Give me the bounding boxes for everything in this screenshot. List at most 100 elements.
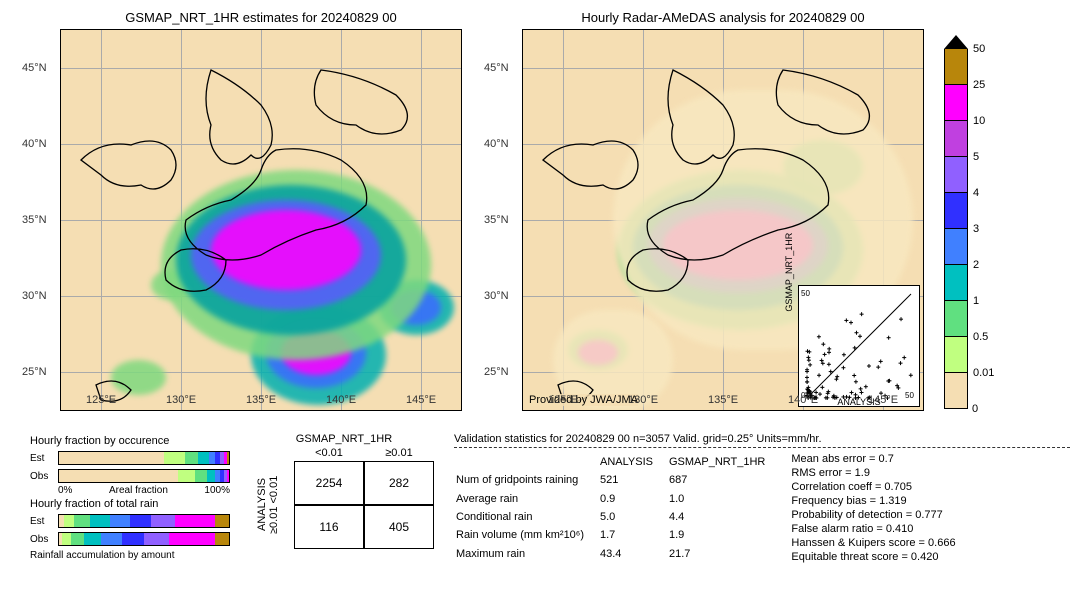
y-tick: 40°N: [22, 138, 47, 150]
fraction-segment: [185, 452, 199, 464]
stats-metrics: Mean abs error = 0.7RMS error = 1.9Corre…: [791, 452, 955, 564]
stat-row-b: 4.4: [669, 509, 779, 525]
occurrence-title: Hourly fraction by occurence: [30, 435, 230, 447]
fraction-segment: [90, 515, 110, 527]
y-tick: 45°N: [484, 62, 509, 74]
fraction-segment: [227, 470, 229, 482]
colorbar-segment: 3: [944, 229, 968, 265]
occurrence-est-bar: [58, 451, 230, 465]
fraction-segment: [59, 452, 164, 464]
stat-row-key: Average rain: [456, 491, 598, 507]
stat-row-a: 5.0: [600, 509, 667, 525]
left-map-box: [60, 29, 462, 411]
totalrain-footer: Rainfall accumulation by amount: [30, 550, 230, 561]
stat-row-key: Conditional rain: [456, 509, 598, 525]
xaxis-right: 100%: [204, 485, 230, 496]
colorbar-segment: 1: [944, 301, 968, 337]
right-map-title: Hourly Radar-AMeDAS analysis for 2024082…: [522, 10, 924, 25]
obs-label-2: Obs: [30, 534, 58, 545]
fraction-panel: Hourly fraction by occurence Est Obs 0% …: [30, 433, 230, 563]
fraction-segment: [110, 515, 130, 527]
stat-metric: Hanssen & Kuipers score = 0.666: [791, 536, 955, 550]
stat-metric: Mean abs error = 0.7: [791, 452, 955, 466]
x-tick: 130°E: [628, 394, 658, 406]
stat-row-key: Rain volume (mm km²10⁶): [456, 527, 598, 543]
totalrain-est-bar: [58, 514, 230, 528]
svg-text:50: 50: [801, 289, 810, 298]
fraction-segment: [215, 533, 229, 545]
colorbar-tick: 2: [973, 259, 979, 271]
y-tick: 25°N: [484, 366, 509, 378]
cont-col-1: ≥0.01: [364, 445, 434, 461]
cont-col-0: <0.01: [294, 445, 364, 461]
fraction-segment: [130, 515, 150, 527]
colorbar-segment: 2: [944, 265, 968, 301]
stat-row-key: Num of gridpoints raining: [456, 472, 598, 488]
colorbar-tick: 10: [973, 115, 985, 127]
map-credit: Provided by JWA/JMA: [529, 394, 638, 406]
colorbar: 502510543210.50.010: [944, 35, 968, 421]
y-tick: 35°N: [22, 214, 47, 226]
fraction-segment: [62, 533, 71, 545]
xaxis-left: 0%: [58, 485, 72, 496]
est-label-2: Est: [30, 516, 58, 527]
y-tick: 25°N: [22, 366, 47, 378]
colorbar-tick: 5: [973, 151, 979, 163]
fraction-segment: [71, 533, 85, 545]
x-tick: 140°E: [326, 394, 356, 406]
colorbar-tick: 1: [973, 295, 979, 307]
fraction-segment: [215, 515, 229, 527]
y-tick: 40°N: [484, 138, 509, 150]
x-tick: 125°E: [548, 394, 578, 406]
colorbar-segment: 25: [944, 85, 968, 121]
stats-title: Validation statistics for 20240829 00 n=…: [454, 433, 1070, 448]
fraction-segment: [64, 515, 74, 527]
xaxis-label: Areal fraction: [109, 485, 168, 496]
fraction-segment: [198, 452, 208, 464]
stat-row-b: 1.9: [669, 527, 779, 543]
stat-metric: False alarm ratio = 0.410: [791, 522, 955, 536]
colorbar-segment: 10: [944, 121, 968, 157]
stat-row-b: 1.0: [669, 491, 779, 507]
cont-cell-10: 116: [294, 505, 364, 549]
y-tick: 30°N: [484, 290, 509, 302]
x-tick: 135°E: [708, 394, 738, 406]
x-tick: 145°E: [868, 394, 898, 406]
y-tick: 30°N: [22, 290, 47, 302]
cont-cell-00: 2254: [294, 461, 364, 505]
cont-cell-01: 282: [364, 461, 434, 505]
fraction-segment: [144, 533, 170, 545]
stats-table: ANALYSISGSMAP_NRT_1HRNum of gridpoints r…: [454, 452, 781, 564]
right-map-box: Provided by JWA/JMA ANALYSIS 0 50 50 GSM…: [522, 29, 924, 411]
stat-metric: Frequency bias = 1.319: [791, 494, 955, 508]
right-map-panel: Hourly Radar-AMeDAS analysis for 2024082…: [522, 10, 924, 421]
stat-row-a: 1.7: [600, 527, 667, 543]
y-tick: 45°N: [22, 62, 47, 74]
cont-row-title: ANALYSIS≥0.01 <0.01: [254, 461, 294, 549]
contingency-col-title: GSMAP_NRT_1HR: [254, 433, 434, 445]
scatter-inset: ANALYSIS 0 50 50 GSMAP_NRT_1HR: [798, 285, 920, 407]
stat-row-a: 521: [600, 472, 667, 488]
fraction-segment: [178, 470, 195, 482]
svg-text:50: 50: [905, 391, 914, 400]
colorbar-segment: 0.01: [944, 373, 968, 409]
colorbar-segment: 4: [944, 193, 968, 229]
colorbar-tick: 0.5: [973, 331, 988, 343]
x-tick: 140°E: [788, 394, 818, 406]
colorbar-tick: 50: [973, 43, 985, 55]
colorbar-tick: 25: [973, 79, 985, 91]
colorbar-tick: 3: [973, 223, 979, 235]
fraction-segment: [169, 533, 215, 545]
stat-row-key: Maximum rain: [456, 546, 598, 562]
x-tick: 135°E: [246, 394, 276, 406]
fraction-segment: [101, 533, 121, 545]
stat-row-a: 43.4: [600, 546, 667, 562]
x-tick: 125°E: [86, 394, 116, 406]
left-map-title: GSMAP_NRT_1HR estimates for 20240829 00: [60, 10, 462, 25]
y-tick: 35°N: [484, 214, 509, 226]
colorbar-arrow-icon: [944, 35, 968, 49]
x-tick: 145°E: [406, 394, 436, 406]
fraction-segment: [227, 452, 229, 464]
stat-metric: Probability of detection = 0.777: [791, 508, 955, 522]
est-label-1: Est: [30, 453, 58, 464]
